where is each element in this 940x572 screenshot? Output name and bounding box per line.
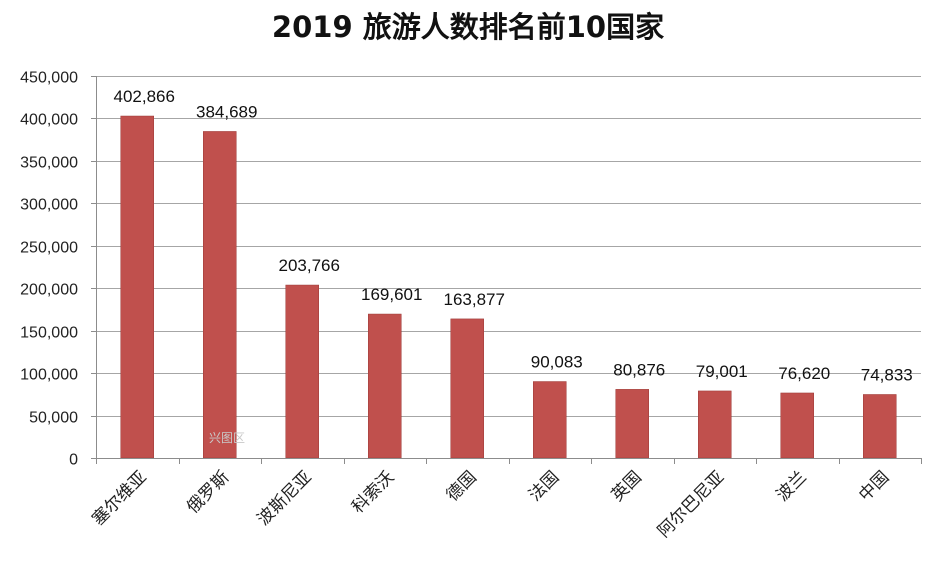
y-tick-label: 350,000 bbox=[20, 155, 78, 172]
x-tick-label: 塞尔维亚 bbox=[89, 467, 151, 529]
x-tick-label: 波斯尼亚 bbox=[254, 467, 316, 529]
data-label: 402,866 bbox=[114, 87, 175, 106]
x-tick-label: 科索沃 bbox=[348, 467, 398, 517]
y-tick-label: 100,000 bbox=[20, 367, 78, 384]
bar bbox=[533, 381, 567, 459]
data-label: 384,689 bbox=[196, 102, 257, 121]
watermark: 兴图区 bbox=[209, 431, 245, 445]
y-tick-label: 50,000 bbox=[29, 410, 78, 427]
bars bbox=[120, 115, 897, 459]
y-tick-label: 200,000 bbox=[20, 282, 78, 299]
y-tick-label: 150,000 bbox=[20, 325, 78, 342]
x-tick-label: 法国 bbox=[525, 467, 563, 505]
data-label: 163,877 bbox=[444, 290, 505, 309]
x-axis-labels: 塞尔维亚 俄罗斯 波斯尼亚 科索沃 德国 法国 英国 阿尔巴尼亚 波兰 中国 bbox=[89, 467, 894, 541]
data-label: 203,766 bbox=[279, 256, 340, 275]
bar bbox=[285, 284, 319, 459]
data-label: 74,833 bbox=[861, 365, 913, 384]
bar bbox=[450, 318, 484, 459]
bar bbox=[615, 389, 649, 459]
bar bbox=[368, 313, 402, 459]
x-tick-label: 英国 bbox=[608, 467, 646, 505]
x-tick-label: 中国 bbox=[855, 467, 893, 505]
y-tick-label: 400,000 bbox=[20, 112, 78, 129]
y-axis-ticks: 0 50,000 100,000 150,000 200,000 250,000 300,0… bbox=[20, 70, 96, 469]
x-tick-label: 波兰 bbox=[773, 467, 811, 505]
chart-title: 2019 旅游人数排名前10国家 bbox=[272, 10, 664, 44]
data-label: 76,620 bbox=[778, 364, 830, 383]
bar bbox=[863, 394, 897, 459]
bar bbox=[120, 115, 154, 459]
x-tick-label: 俄罗斯 bbox=[183, 467, 233, 517]
data-label: 80,876 bbox=[613, 360, 665, 379]
y-tick-label: 450,000 bbox=[20, 70, 78, 87]
y-tick-label: 0 bbox=[69, 452, 78, 469]
data-labels: 402,866 384,689 203,766 169,601 163,877 90,08… bbox=[114, 87, 913, 384]
x-tick-label: 德国 bbox=[443, 467, 481, 505]
axes bbox=[96, 76, 922, 464]
data-label: 90,083 bbox=[531, 353, 583, 372]
data-label: 79,001 bbox=[696, 362, 748, 381]
x-tick-label: 阿尔巴尼亚 bbox=[654, 467, 728, 541]
y-tick-label: 300,000 bbox=[20, 197, 78, 214]
data-label: 169,601 bbox=[361, 285, 422, 304]
bar bbox=[203, 131, 237, 459]
bar bbox=[780, 392, 814, 459]
bar bbox=[698, 390, 732, 459]
y-tick-label: 250,000 bbox=[20, 240, 78, 257]
